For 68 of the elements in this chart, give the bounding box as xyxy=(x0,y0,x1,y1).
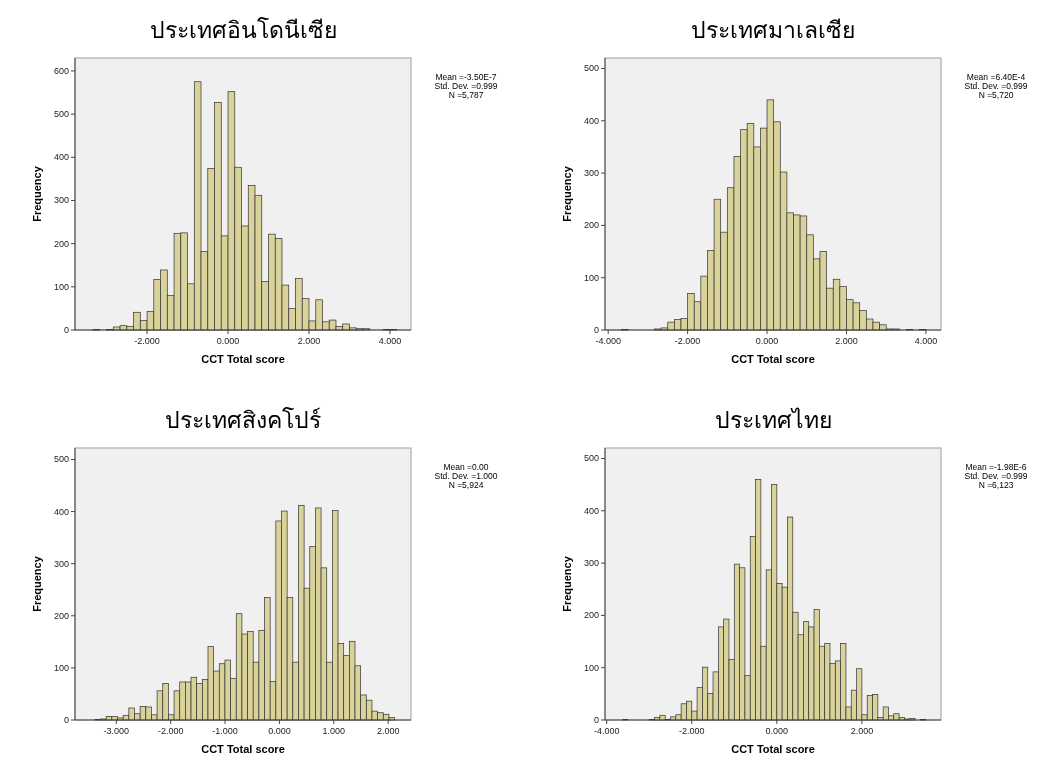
annotation: N =5,787 xyxy=(448,90,484,100)
ytick: 200 xyxy=(53,238,69,249)
xtick: -4.000 xyxy=(593,726,620,736)
xtick: 2.000 xyxy=(835,336,858,346)
xtick: 2.000 xyxy=(850,726,874,736)
ytick: 400 xyxy=(53,152,69,163)
ytick: 100 xyxy=(583,662,599,673)
title: ประเทศไทย xyxy=(714,407,832,433)
ylabel: Frequency xyxy=(31,556,43,612)
annotation: Mean =6.40E-4 xyxy=(966,72,1026,82)
ytick: 100 xyxy=(53,662,69,673)
xtick: 4.000 xyxy=(914,336,938,346)
ytick: 300 xyxy=(583,168,599,179)
ytick: 300 xyxy=(53,195,69,206)
ytick: 0 xyxy=(594,715,599,725)
ytick: 0 xyxy=(64,715,69,725)
xtick: 1.000 xyxy=(322,726,346,736)
xlabel: CCT Total score xyxy=(201,353,285,365)
ytick: 600 xyxy=(53,65,69,76)
xtick: -1.000 xyxy=(212,726,238,736)
ytick: 100 xyxy=(583,272,599,283)
xtick: -2.000 xyxy=(134,336,160,346)
xtick: 2.000 xyxy=(376,726,400,736)
ytick: 500 xyxy=(53,454,69,465)
ytick: 400 xyxy=(53,506,69,517)
xtick: 4.000 xyxy=(378,336,402,346)
ylabel: Frequency xyxy=(31,166,43,222)
annotation: Mean =-3.50E-7 xyxy=(435,72,497,82)
xtick: -2.000 xyxy=(679,726,705,736)
xtick: -2.000 xyxy=(157,726,184,736)
annotation: N =5,924 xyxy=(448,480,484,490)
ytick: 0 xyxy=(594,325,599,335)
ytick: 0 xyxy=(64,325,69,335)
ytick: 500 xyxy=(583,63,599,74)
xtick: -4.000 xyxy=(595,336,621,346)
xtick: -2.000 xyxy=(674,336,701,346)
xlabel: CCT Total score xyxy=(201,743,285,755)
annotation: N =6,123 xyxy=(978,480,1014,490)
annotation: Std. Dev. =0.999 xyxy=(434,81,498,91)
xtick: 0.000 xyxy=(755,336,779,346)
annotation: N =5,720 xyxy=(978,90,1014,100)
ytick: 100 xyxy=(53,281,69,292)
annotation: Mean =0.00 xyxy=(443,462,489,472)
annotation: Std. Dev. =0.999 xyxy=(964,471,1028,481)
title: ประเทศมาเลเซีย xyxy=(691,17,855,43)
annotation: Std. Dev. =1.000 xyxy=(434,471,498,481)
title: ประเทศอินโดนีเซีย xyxy=(149,17,337,43)
xtick: 0.000 xyxy=(765,726,789,736)
ytick: 300 xyxy=(583,558,599,569)
ytick: 200 xyxy=(583,220,599,231)
ytick: 400 xyxy=(583,505,599,516)
xtick: 0.000 xyxy=(216,336,240,346)
ytick: 500 xyxy=(583,453,599,464)
title: ประเทศสิงคโปร์ xyxy=(165,407,321,433)
ytick: 300 xyxy=(53,558,69,569)
xtick: 0.000 xyxy=(268,726,291,736)
xtick: -3.000 xyxy=(103,726,130,736)
ytick: 400 xyxy=(583,115,599,126)
xtick: 2.000 xyxy=(297,336,321,346)
xlabel: CCT Total score xyxy=(731,353,815,365)
ytick: 200 xyxy=(583,610,599,621)
ylabel: Frequency xyxy=(561,166,573,222)
xlabel: CCT Total score xyxy=(731,743,815,755)
annotation: Mean =-1.98E-6 xyxy=(965,462,1027,472)
ytick: 500 xyxy=(53,109,69,120)
ylabel: Frequency xyxy=(561,556,573,612)
ytick: 200 xyxy=(53,610,69,621)
annotation: Std. Dev. =0.999 xyxy=(964,81,1028,91)
